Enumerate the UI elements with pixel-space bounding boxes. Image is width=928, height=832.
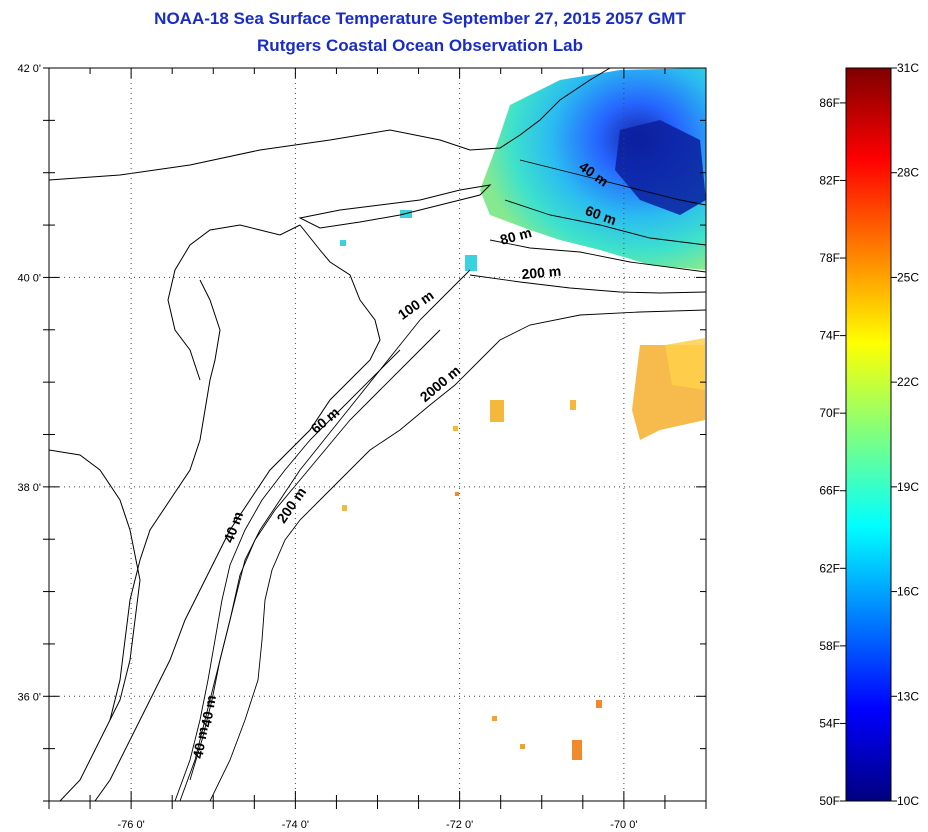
map-subtitle: Rutgers Coastal Ocean Observation Lab	[257, 36, 583, 55]
sst-patch-cold-core	[615, 120, 706, 215]
y-tick-label: 38 0'	[17, 482, 41, 494]
map-title: NOAA-18 Sea Surface Temperature Septembe…	[154, 9, 686, 28]
sst-speck	[453, 426, 458, 431]
sst-speck	[340, 240, 346, 246]
colorbar-ticks: 50F 54F 58F 62F 66F 70F 74F 78F 82F 86F 10C 13C 16C 1…	[819, 61, 919, 808]
coastline-path	[167, 224, 301, 381]
x-tick-label: -76 0'	[118, 819, 145, 831]
colorbar-f-label: 66F	[819, 484, 840, 498]
colorbar-f-label: 78F	[819, 251, 840, 265]
contour-label: 40 m	[198, 694, 219, 728]
coastline-path	[94, 224, 381, 801]
colorbar-c-label: 22C	[897, 375, 919, 389]
sst-speck	[492, 716, 497, 721]
map-grid	[49, 67, 706, 801]
axis-ticks: -76 0' -74 0' -72 0' -70 0' 42 0' 40 0' 38 0' 3…	[17, 63, 707, 831]
contour-40m	[519, 159, 706, 206]
contour-label: 100 m	[395, 287, 437, 323]
x-tick-label: -70 0'	[610, 819, 637, 831]
y-tick-label: 40 0'	[17, 272, 41, 284]
colorbar-f-label: 82F	[819, 173, 840, 187]
sst-patch-warm-east-2	[665, 338, 705, 390]
colorbar-f-label: 62F	[819, 561, 840, 575]
contour-60m-south	[189, 329, 441, 781]
colorbar-f-label: 54F	[819, 716, 840, 730]
sst-speck	[572, 740, 582, 760]
contour-label: 200 m	[521, 263, 562, 282]
colorbar-f-label: 74F	[819, 329, 840, 343]
coastline-path	[49, 449, 141, 801]
colorbar-f-label: 70F	[819, 406, 840, 420]
sst-speck	[455, 492, 459, 496]
contour-2000m	[209, 309, 706, 801]
long-island	[298, 184, 492, 229]
y-tick-label: 36 0'	[17, 691, 41, 703]
colorbar-c-label: 25C	[897, 270, 919, 284]
sst-speck	[570, 400, 576, 410]
sst-speck	[520, 744, 525, 749]
bathymetry-contours	[174, 159, 706, 801]
contour-100m	[179, 269, 471, 801]
contour-80m	[489, 239, 706, 273]
coastline-path	[109, 279, 221, 721]
sst-speck	[490, 400, 504, 422]
colorbar-c-label: 16C	[897, 585, 919, 599]
x-tick-label: -74 0'	[282, 819, 309, 831]
coastline-path	[49, 68, 611, 181]
colorbar-c-label: 10C	[897, 794, 919, 808]
sst-speck	[342, 505, 347, 511]
colorbar-c-label: 19C	[897, 480, 919, 494]
coastline	[49, 68, 611, 801]
contour-40m-south	[174, 349, 401, 801]
colorbar-f-label: 58F	[819, 639, 840, 653]
x-tick-label: -72 0'	[446, 819, 473, 831]
contour-label: 40 m	[189, 725, 210, 759]
sst-speck	[596, 700, 602, 708]
colorbar-f-label: 50F	[819, 794, 840, 808]
contour-label: 80 m	[498, 224, 533, 248]
contour-200m-north	[469, 274, 706, 294]
colorbar-c-label: 31C	[897, 61, 919, 75]
y-tick-label: 42 0'	[17, 63, 41, 75]
colorbar-c-label: 13C	[897, 689, 919, 703]
contour-label: 60 m	[308, 404, 343, 437]
sst-data-layer	[340, 68, 706, 760]
colorbar: 50F 54F 58F 62F 66F 70F 74F 78F 82F 86F 10C 13C 16C 1…	[819, 61, 919, 808]
contour-label: 40 m	[220, 509, 246, 544]
sst-patch-gulf-of-maine	[480, 68, 706, 270]
sst-speck	[465, 255, 477, 271]
contour-60m	[504, 199, 706, 246]
colorbar-f-label: 86F	[819, 96, 840, 110]
colorbar-fill	[845, 67, 892, 802]
colorbar-c-label: 28C	[897, 166, 919, 180]
